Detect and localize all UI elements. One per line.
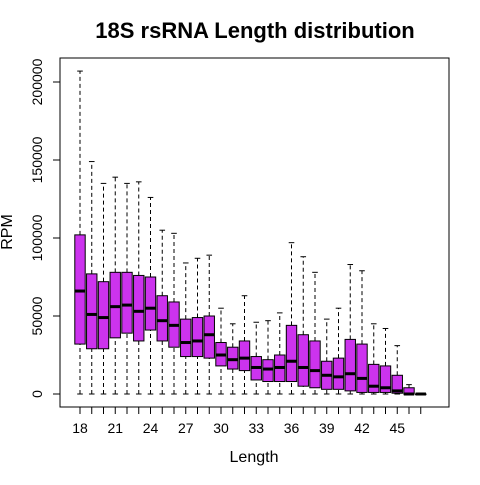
box-length-41 — [344, 264, 356, 395]
boxes-group — [74, 70, 427, 396]
box-length-43 — [368, 323, 380, 395]
y-axis: 0 50000 100000 150000 200000 — [29, 58, 61, 398]
box-length-24 — [144, 196, 157, 395]
box-iqr — [309, 340, 321, 389]
box-length-29 — [203, 254, 215, 395]
x-tick-label: 42 — [354, 420, 370, 436]
x-axis-label: Length — [230, 449, 279, 466]
box-iqr — [203, 315, 215, 359]
x-tick-label: 45 — [389, 420, 405, 436]
x-tick-label: 39 — [319, 420, 335, 436]
x-tick-label: 21 — [107, 420, 123, 436]
box-length-27 — [180, 262, 192, 395]
x-tick-label: 36 — [284, 420, 300, 436]
box-iqr — [191, 317, 204, 358]
box-iqr — [97, 281, 110, 350]
y-tick-label: 0 — [29, 390, 45, 398]
x-tick-label: 33 — [248, 420, 264, 436]
box-length-18 — [74, 70, 86, 395]
x-tick-label: 30 — [213, 420, 229, 436]
y-axis-label: RPM — [0, 214, 16, 250]
box-iqr — [109, 271, 121, 339]
box-length-33 — [250, 321, 262, 395]
box-iqr — [285, 324, 298, 383]
box-iqr — [133, 274, 145, 342]
box-iqr — [368, 363, 380, 393]
chart-title: 18S rsRNA Length distribution — [95, 18, 414, 43]
box-iqr — [391, 374, 403, 394]
box-iqr — [344, 338, 356, 392]
box-length-21 — [109, 176, 121, 395]
box-length-26 — [168, 232, 180, 395]
box-iqr — [144, 276, 157, 331]
box-iqr — [332, 357, 345, 390]
box-length-38 — [309, 271, 321, 395]
box-length-44 — [379, 327, 392, 395]
box-length-25 — [156, 229, 168, 395]
box-length-30 — [215, 307, 227, 395]
box-iqr — [86, 273, 98, 350]
x-tick-label: 18 — [72, 420, 88, 436]
box-length-34 — [262, 320, 274, 395]
box-length-20 — [97, 182, 110, 395]
box-length-35 — [274, 312, 286, 395]
y-tick-label: 50000 — [29, 296, 45, 335]
box-length-46 — [403, 384, 415, 396]
box-iqr — [180, 318, 192, 358]
box-length-22 — [121, 182, 133, 395]
box-iqr — [121, 271, 133, 334]
box-iqr — [238, 340, 251, 372]
box-length-32 — [238, 295, 251, 395]
y-tick-label: 200000 — [29, 58, 45, 105]
box-length-47 — [415, 392, 427, 396]
y-tick-label: 100000 — [29, 214, 45, 261]
box-length-31 — [227, 323, 239, 395]
x-tick-label: 24 — [143, 420, 159, 436]
box-length-19 — [86, 161, 98, 395]
box-iqr — [262, 359, 274, 383]
box-length-39 — [321, 318, 333, 395]
box-iqr — [227, 346, 239, 370]
box-length-28 — [191, 257, 204, 395]
box-iqr — [297, 334, 309, 387]
box-iqr — [74, 234, 86, 345]
plot-frame — [59, 57, 450, 408]
box-length-36 — [285, 242, 298, 395]
box-iqr — [379, 365, 392, 393]
x-tick-label: 27 — [178, 420, 194, 436]
x-axis: 18 21 24 27 30 33 36 39 42 45 — [72, 406, 422, 436]
y-tick-label: 150000 — [29, 136, 45, 183]
box-length-42 — [356, 270, 368, 395]
box-length-45 — [391, 345, 403, 395]
box-iqr — [356, 343, 368, 393]
box-iqr — [156, 295, 168, 342]
box-length-23 — [133, 181, 145, 395]
box-length-37 — [297, 256, 309, 395]
box-length-40 — [332, 307, 345, 395]
